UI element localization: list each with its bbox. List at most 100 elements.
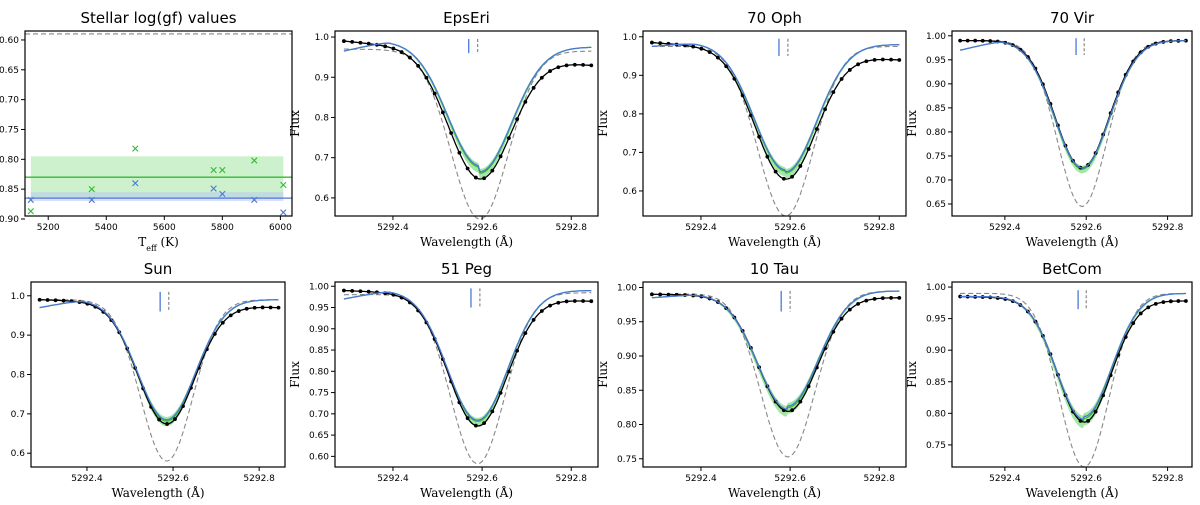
- observed-point: [391, 46, 396, 51]
- green-fit-line: [343, 42, 592, 174]
- observed-point: [1101, 393, 1106, 398]
- observed-point: [407, 55, 412, 60]
- green-fit-line: [960, 292, 1186, 423]
- observed-point: [432, 91, 437, 96]
- spectrum-panel: 10 Tau 0.75 0.80 0.85 0.90 0.95 1.00 5292.4 5292…: [596, 260, 907, 500]
- y-tick-label: 0.7: [315, 154, 329, 164]
- observed-point: [965, 38, 970, 43]
- x-axis-label: Wavelength (Å): [728, 234, 821, 249]
- observed-point: [581, 63, 585, 67]
- y-tick-label: 0.75: [926, 152, 946, 162]
- y-tick-label: 0.75: [309, 389, 329, 399]
- y-tick-label: −0.60: [0, 36, 19, 46]
- green-fit-line: [343, 290, 592, 422]
- y-tick-label: 0.9: [623, 71, 638, 81]
- observed-spectrum-line: [651, 41, 900, 180]
- plot-frame: [334, 30, 599, 217]
- observed-point: [864, 298, 869, 303]
- y-tick-label: 0.60: [309, 452, 329, 462]
- observed-point: [889, 295, 893, 300]
- observed-point: [548, 303, 552, 308]
- data-point-blue: [251, 196, 258, 204]
- panel-title: 51 Peg: [441, 260, 492, 278]
- blue-fit-line: [960, 292, 1186, 421]
- observed-point: [244, 306, 249, 311]
- observed-point: [548, 69, 552, 73]
- observed-point: [798, 399, 803, 404]
- observed-point: [1146, 305, 1151, 310]
- plot-frame: [951, 281, 1193, 468]
- observed-spectrum-line: [960, 295, 1186, 423]
- y-tick-label: 0.85: [926, 104, 946, 114]
- observed-point: [589, 299, 594, 304]
- reference-profile-line: [960, 40, 1186, 207]
- observed-point: [724, 64, 729, 69]
- observed-point: [1086, 418, 1090, 423]
- data-point-green: [251, 157, 258, 164]
- y-tick-label: 1.0: [315, 33, 330, 43]
- observed-point: [572, 62, 577, 67]
- observed-point: [847, 68, 852, 72]
- observed-point: [880, 57, 885, 62]
- green-fit-line: [651, 290, 900, 412]
- observed-point: [806, 147, 811, 151]
- observed-point: [523, 99, 528, 104]
- observed-point: [1123, 335, 1128, 339]
- plot-frame: [642, 30, 907, 217]
- x-tick-label: 5292.4: [685, 474, 717, 484]
- observed-point: [53, 298, 58, 303]
- observed-point: [260, 305, 265, 310]
- observed-point: [523, 331, 528, 336]
- observed-point: [165, 422, 169, 426]
- x-tick-label: 5292.6: [466, 474, 498, 484]
- observed-point: [732, 76, 737, 81]
- observed-point: [490, 168, 495, 173]
- observed-point: [864, 59, 869, 64]
- y-tick-label: 0.9: [11, 331, 26, 341]
- x-axis-label: Wavelength (Å): [420, 485, 513, 500]
- observed-point: [416, 64, 421, 68]
- x-tick-label: 5292.8: [1152, 223, 1184, 233]
- observed-point: [980, 38, 985, 43]
- observed-point: [350, 39, 355, 44]
- spectrum-panel: EpsEri 0.6 0.7 0.8 0.9 1.0 5292.4 5292.6 5292.8 W…: [288, 9, 599, 249]
- y-tick-label: 0.95: [617, 318, 637, 328]
- x-tick-label: 5292.8: [243, 474, 275, 484]
- y-tick-label: 0.8: [11, 371, 26, 381]
- x-tick-label: 5292.8: [864, 223, 896, 233]
- observed-point: [268, 305, 273, 310]
- observed-point: [556, 300, 561, 305]
- observed-point: [490, 409, 495, 414]
- y-tick-label: 0.95: [309, 304, 329, 314]
- panel-title: EpsEri: [443, 9, 490, 27]
- observed-point: [847, 307, 852, 312]
- y-tick-label: 0.85: [617, 386, 637, 396]
- observed-point: [831, 90, 836, 95]
- data-point-blue: [27, 196, 34, 204]
- observed-point: [564, 299, 569, 304]
- observed-point: [465, 166, 470, 171]
- observed-point: [173, 417, 177, 421]
- observed-point: [564, 63, 569, 68]
- observed-point: [781, 176, 786, 181]
- plot-frame: [951, 30, 1193, 217]
- reference-profile-line: [651, 290, 900, 458]
- observed-point: [806, 384, 811, 389]
- x-tick-label: 5292.8: [864, 474, 896, 484]
- observed-point: [212, 332, 217, 336]
- green-fit-line: [39, 299, 279, 422]
- observed-point: [440, 110, 445, 115]
- observed-point: [498, 391, 503, 395]
- y-tick-label: 0.6: [623, 187, 638, 197]
- spectrum-panel: 70 Oph 0.6 0.7 0.8 0.9 1.0 5292.4 5292.6 5292.8 W…: [596, 9, 907, 249]
- green-fit-line: [959, 40, 1186, 170]
- blue-fit-line: [39, 299, 279, 421]
- x-axis-label: Wavelength (Å): [1025, 234, 1118, 249]
- y-tick-label: 0.6: [11, 449, 26, 459]
- y-tick-label: 0.75: [617, 455, 637, 465]
- y-tick-label: 1.00: [309, 282, 329, 292]
- x-axis-label: Wavelength (Å): [111, 485, 204, 500]
- observed-point: [897, 295, 902, 300]
- panel-title: BetCom: [1042, 260, 1102, 278]
